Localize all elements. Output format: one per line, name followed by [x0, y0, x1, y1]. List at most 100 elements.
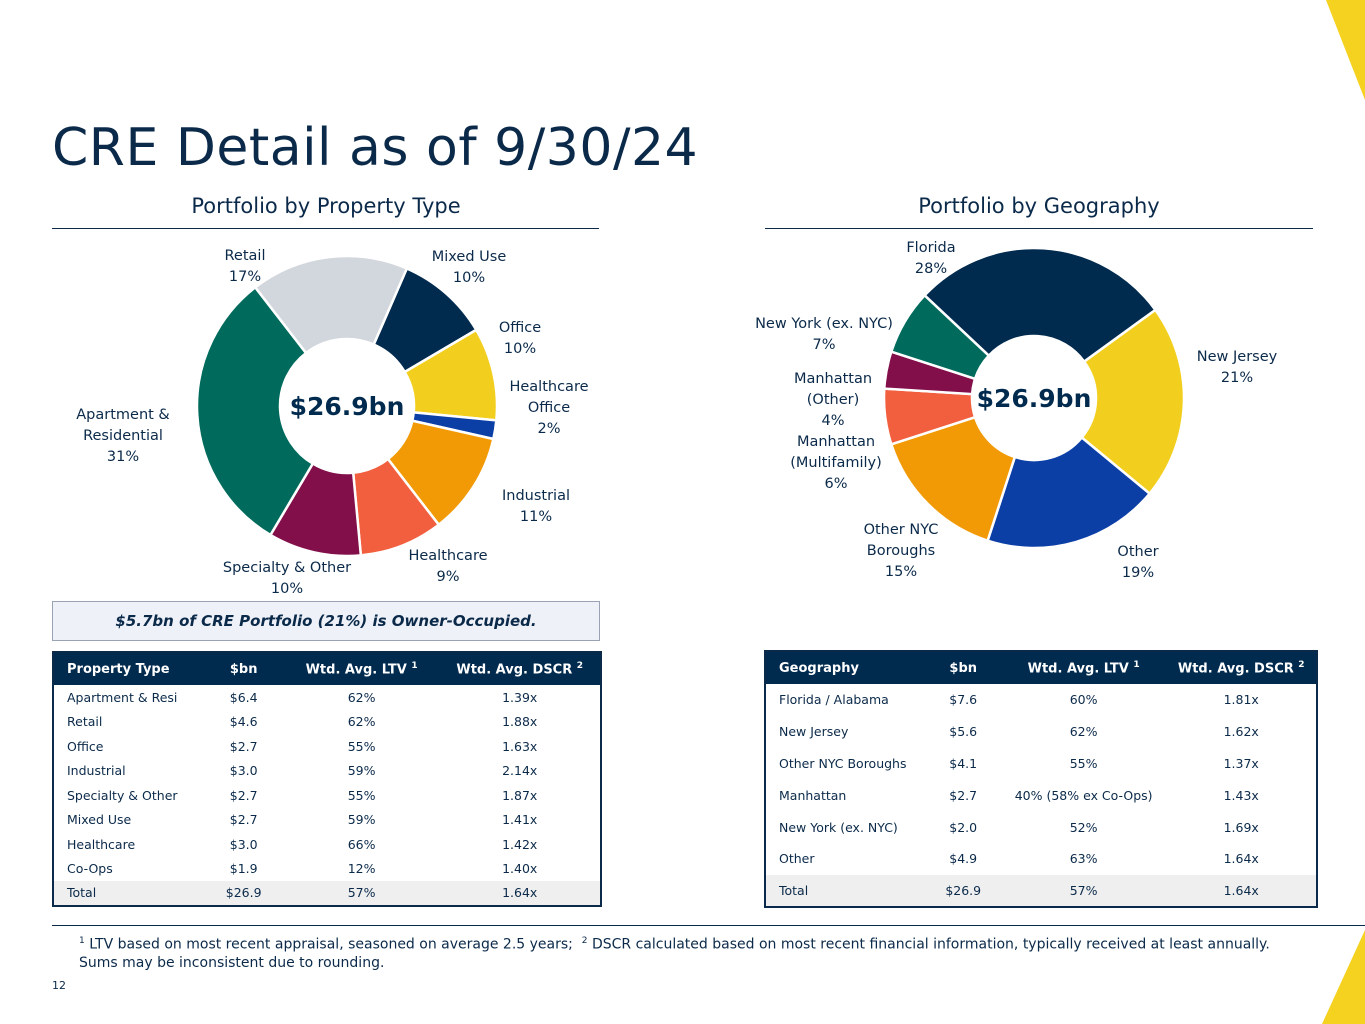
- table-total-row: Total $26.9 57% 1.64x: [765, 874, 1317, 907]
- slice-label-manhattan-other: Manhattan (Other) 4%: [794, 371, 872, 429]
- table-cell: Specialty & Other: [67, 787, 178, 803]
- table-cell: 62%: [1069, 724, 1098, 740]
- slice-apartment-residential: [195, 285, 315, 537]
- table-cell: 1.69x: [1223, 819, 1259, 835]
- table-cell: $2.7: [949, 787, 978, 803]
- table-row: Mixed Use $2.7 59% 1.41x: [53, 808, 601, 833]
- table-cell: 1.40x: [502, 861, 538, 877]
- table-cell: Apartment & Resi: [67, 689, 178, 705]
- table-cell: $6.4: [229, 689, 258, 705]
- table-cell: 52%: [1069, 819, 1098, 835]
- table-row: Office $2.7 55% 1.63x: [53, 734, 601, 759]
- table-cell: Co-Ops: [67, 861, 113, 877]
- slice-label-other-nyc-boroughs: Other NYC Boroughs 15%: [864, 522, 939, 580]
- col-header-dscr: Wtd. Avg. DSCR 2: [1166, 651, 1317, 684]
- table-cell: Mixed Use: [67, 812, 132, 828]
- footnote-marker-1: 1: [79, 936, 85, 946]
- footnote-rounding: Sums may be inconsistent due to rounding…: [79, 955, 385, 971]
- table-total-cell: 1.64x: [1166, 874, 1317, 907]
- table-total-cell: 57%: [1000, 874, 1167, 907]
- table-cell: $4.1: [949, 755, 978, 771]
- table-cell: 1.41x: [502, 812, 538, 828]
- table-cell: Retail: [67, 714, 103, 730]
- slice-label-mixed-use: Mixed Use 10%: [432, 249, 507, 286]
- footnote-line-1: 1 LTV based on most recent appraisal, se…: [79, 936, 1270, 953]
- table-cell: 1.88x: [502, 714, 538, 730]
- property-chart-title: Portfolio by Property Type: [191, 194, 461, 218]
- donut-charts: $26.9bn Mixed Use 10% Office 10% Healthcare Of…: [76, 240, 1278, 597]
- slice-retail: [253, 254, 409, 355]
- table-cell: 55%: [1069, 755, 1098, 771]
- footnote-marker-2: 2: [581, 936, 588, 946]
- slice-label-new-jersey: New Jersey 21%: [1197, 349, 1278, 386]
- table-cell: 59%: [347, 812, 376, 828]
- slice-label-industrial: Industrial 11%: [502, 488, 570, 525]
- col-header-ltv: Wtd. Avg. LTV 1: [283, 652, 440, 685]
- table-cell: $4.6: [229, 714, 258, 730]
- slice-new-jersey: [1080, 308, 1186, 496]
- table-cell: 1.43x: [1223, 787, 1259, 803]
- table-cell: $2.7: [229, 787, 258, 803]
- table-row: Specialty & Other $2.7 55% 1.87x: [53, 783, 601, 808]
- table-row: Co-Ops $1.9 12% 1.40x: [53, 857, 601, 882]
- table-cell: $1.9: [229, 861, 258, 877]
- table-cell: 1.64x: [1223, 851, 1259, 867]
- table-cell: 2.14x: [502, 763, 538, 779]
- table-total-row: Total $26.9 57% 1.64x: [53, 881, 601, 906]
- table-cell: $2.7: [229, 738, 258, 754]
- table-total-cell: 57%: [283, 881, 440, 906]
- table-cell: 55%: [347, 738, 376, 754]
- table-cell: 1.62x: [1223, 724, 1259, 740]
- slice-label-specialty-other: Specialty & Other 10%: [223, 560, 351, 597]
- table-cell: Healthcare: [67, 836, 136, 852]
- table-cell: $4.9: [949, 851, 978, 867]
- table-total-cell: $26.9: [203, 881, 284, 906]
- slice-other: [986, 435, 1152, 550]
- slice-label-healthcare-office: Healthcare Office 2%: [509, 379, 588, 437]
- table-cell: 62%: [347, 714, 376, 730]
- table-cell: 62%: [347, 689, 376, 705]
- table-cell: $2.7: [229, 812, 258, 828]
- table-cell: Other: [779, 851, 815, 867]
- table-header-row: Geography $bn Wtd. Avg. LTV 1 Wtd. Avg. …: [765, 651, 1317, 684]
- col-header-dscr: Wtd. Avg. DSCR 2: [439, 652, 601, 685]
- slice-label-office: Office 10%: [499, 320, 541, 357]
- slice-label-apartment-residential: Apartment & Residential 31%: [76, 407, 170, 465]
- table-cell: $3.0: [229, 836, 258, 852]
- page-title: CRE Detail as of 9/30/24: [52, 118, 699, 178]
- table-cell: 1.39x: [502, 689, 538, 705]
- slice-label-retail: Retail 17%: [225, 248, 266, 285]
- col-header-amount: $bn: [925, 651, 1001, 684]
- property-type-donut: $26.9bn Mixed Use 10% Office 10% Healthcare Of…: [76, 248, 588, 597]
- table-cell: 60%: [1069, 692, 1098, 708]
- table-row: Healthcare $3.0 66% 1.42x: [53, 832, 601, 857]
- table-cell: 59%: [347, 763, 376, 779]
- table-cell: $7.6: [949, 692, 978, 708]
- table-row: Retail $4.6 62% 1.88x: [53, 710, 601, 735]
- table-cell: 1.63x: [502, 738, 538, 754]
- table-cell: $5.6: [949, 724, 978, 740]
- table-cell: New York (ex. NYC): [779, 819, 898, 835]
- table-cell: Other NYC Boroughs: [779, 755, 907, 771]
- table-cell: 12%: [347, 861, 376, 877]
- geography-table: Geography $bn Wtd. Avg. LTV 1 Wtd. Avg. …: [764, 650, 1318, 908]
- slice-label-manhattan-multifamily: Manhattan (Multifamily) 6%: [790, 434, 882, 492]
- table-header-row: Property Type $bn Wtd. Avg. LTV 1 Wtd. A…: [53, 652, 601, 685]
- decorative-accent-top: [1326, 0, 1365, 100]
- slice-label-florida: Florida 28%: [906, 240, 955, 277]
- geography-chart-title: Portfolio by Geography: [918, 194, 1160, 218]
- page-number: 12: [52, 979, 66, 992]
- table-total-cell: Total: [765, 874, 926, 907]
- slice-label-other: Other 19%: [1117, 544, 1158, 581]
- table-row: Apartment & Resi $6.4 62% 1.39x: [53, 685, 601, 710]
- table-row: New Jersey $5.6 62% 1.62x: [765, 716, 1317, 748]
- table-cell: 1.42x: [502, 836, 538, 852]
- owner-occupied-callout: $5.7bn of CRE Portfolio (21%) is Owner-O…: [52, 601, 600, 641]
- col-header-geography: Geography: [765, 651, 926, 684]
- table-row: Industrial $3.0 59% 2.14x: [53, 759, 601, 784]
- slice-florida: [922, 246, 1158, 364]
- table-row: Other NYC Boroughs $4.1 55% 1.37x: [765, 748, 1317, 780]
- table-total-cell: Total: [53, 881, 204, 906]
- table-row: Florida / Alabama $7.6 60% 1.81x: [765, 684, 1317, 716]
- table-cell: Florida / Alabama: [779, 692, 889, 708]
